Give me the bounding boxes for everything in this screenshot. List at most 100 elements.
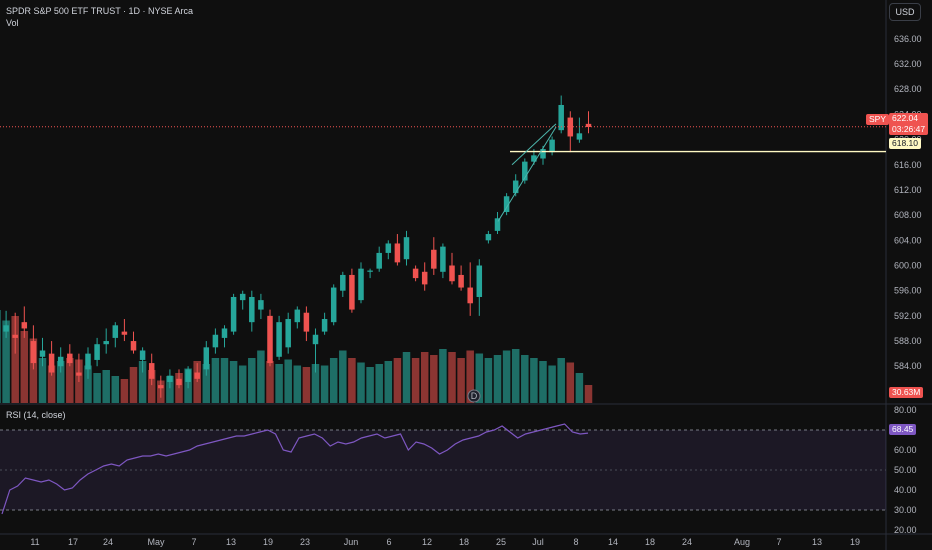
time-axis-tick: Aug (734, 537, 750, 547)
rsi-axis-tick: 30.00 (894, 505, 917, 515)
candle-body (403, 237, 410, 260)
time-axis-tick: 25 (496, 537, 506, 547)
price-axis-tick: 584.00 (894, 361, 922, 371)
time-axis-tick: 13 (226, 537, 236, 547)
time-axis-tick: 6 (386, 537, 391, 547)
volume-bar (220, 358, 229, 403)
price-axis-tick: 600.00 (894, 261, 922, 271)
candle-body (30, 341, 37, 364)
price-axis-tick: 636.00 (894, 34, 922, 44)
candle-body (12, 334, 18, 338)
candle-body (367, 270, 373, 272)
volume-bar (448, 352, 456, 403)
time-axis-tick: 11 (30, 537, 39, 547)
volume-bar (120, 379, 129, 403)
candle-body (148, 363, 155, 379)
candle-body (294, 309, 301, 323)
time-axis-tick: Jul (532, 537, 544, 547)
candle-body (421, 271, 428, 285)
candle-body (512, 180, 519, 194)
candle-body (476, 265, 483, 297)
time-axis-tick: 18 (459, 537, 469, 547)
rsi-line (1, 423, 589, 515)
volume-bar (339, 350, 347, 403)
volume-label: Vol (6, 18, 19, 28)
time-axis-tick: 19 (263, 537, 273, 547)
candle-body (57, 356, 64, 367)
time-axis-tick: May (147, 537, 165, 547)
time-axis-tick: 12 (422, 537, 432, 547)
candle-body (221, 328, 228, 338)
volume-bar (584, 385, 593, 403)
time-axis-tick: 23 (300, 537, 310, 547)
volume-bar (84, 365, 92, 403)
volume-bar (557, 358, 565, 403)
volume-bar (275, 364, 283, 403)
candle-body (385, 243, 392, 253)
price-axis-tick: 596.00 (894, 286, 922, 296)
time-axis-tick: Jun (344, 537, 359, 547)
candle-body (330, 287, 337, 323)
volume-bar (257, 350, 265, 403)
volume-bar (357, 362, 365, 403)
volume-bar (475, 353, 484, 403)
candle-body (412, 268, 419, 279)
time-axis-tick: 13 (812, 537, 822, 547)
candle-body (112, 325, 119, 338)
candle-body (48, 353, 55, 373)
currency-button[interactable]: USD (889, 3, 921, 21)
price-axis-tick: 604.00 (894, 235, 922, 245)
volume-bar (511, 349, 520, 403)
volume-bar (138, 361, 147, 403)
countdown: 03:26:47 (892, 124, 926, 134)
price-tag: 622.04 03:26:47 (889, 113, 929, 135)
volume-bar (575, 373, 584, 403)
candle-body (3, 325, 9, 332)
price-axis-tick: 592.00 (894, 311, 922, 321)
candle-body (449, 265, 455, 282)
volume-bar (11, 316, 19, 403)
volume-bar (2, 320, 10, 403)
candle-body (549, 139, 555, 153)
price-axis-tick: 616.00 (894, 160, 922, 170)
symbol-title: SPDR S&P 500 ETF TRUST · 1D · NYSE Arca (6, 6, 194, 16)
volume-bar (384, 361, 393, 403)
candle-body (458, 274, 464, 288)
volume-bar (266, 361, 274, 403)
volume-bar (566, 362, 575, 403)
time-axis-tick: 24 (103, 537, 113, 547)
trend-line-upper (511, 123, 557, 166)
volume-bar (366, 367, 374, 403)
volume-bar (102, 370, 110, 403)
time-axis-tick: 8 (573, 537, 578, 547)
candle-body (576, 133, 583, 140)
candle-body (485, 234, 492, 241)
candle-body (440, 246, 446, 272)
rsi-value-tag: 68.45 (889, 424, 917, 435)
candle-body (267, 315, 273, 364)
candle-body (503, 196, 510, 212)
symbol-tag: SPY (866, 114, 890, 125)
volume-bar (93, 373, 101, 403)
candle-body (276, 322, 282, 357)
candle-body (340, 274, 346, 291)
time-axis-tick: 18 (645, 537, 655, 547)
volume-bar (38, 358, 47, 403)
candle-body (130, 341, 137, 351)
candle-body (303, 312, 310, 332)
candle-body (349, 274, 355, 310)
candle-body (85, 353, 91, 370)
volume-bar (411, 358, 420, 403)
volume-bar (502, 350, 511, 403)
volume-bar (530, 358, 538, 403)
volume-bar (129, 367, 138, 403)
volume-bar (393, 358, 402, 403)
candle-body (321, 319, 328, 332)
candle-body (158, 385, 164, 389)
volume-bar (420, 352, 429, 403)
volume-bar (293, 365, 302, 403)
volume-bar (375, 364, 383, 403)
chart-header: SPDR S&P 500 ETF TRUST · 1D · NYSE Arca … (6, 5, 193, 29)
hline-price-tag: 618.10 (889, 138, 921, 149)
